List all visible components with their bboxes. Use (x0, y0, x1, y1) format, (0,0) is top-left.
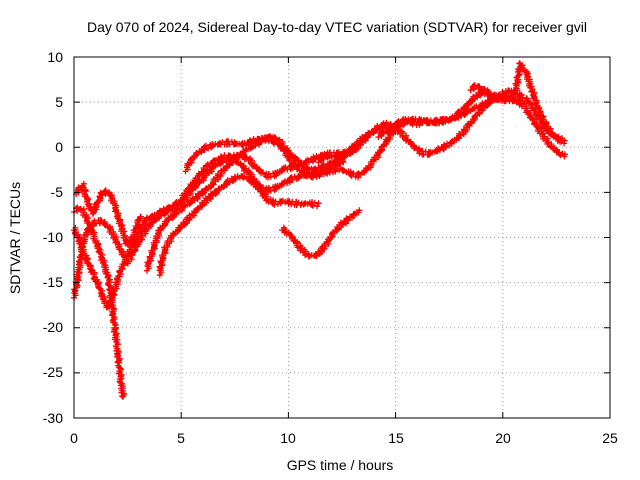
series-markers (73, 180, 144, 248)
y-tick-label: -25 (43, 364, 63, 380)
y-tick-label: -30 (43, 410, 63, 426)
y-tick-label: -20 (43, 319, 63, 335)
x-tick-label: 10 (280, 430, 296, 446)
y-tick-label: -10 (43, 229, 63, 245)
y-tick-labels: 10 5 0 -5 -10 -15 -20 -25 -30 (43, 49, 63, 426)
y-tick-label: 0 (55, 139, 63, 155)
chart-title: Day 070 of 2024, Sidereal Day-to-day VTE… (87, 19, 587, 35)
series-markers (279, 207, 363, 260)
series-track-11 (467, 60, 568, 147)
x-tick-label: 0 (70, 430, 78, 446)
series-track-2 (71, 204, 127, 400)
x-tick-labels: 0 5 10 15 20 25 (70, 430, 618, 446)
x-tick-label: 15 (388, 430, 404, 446)
y-tick-label: -5 (51, 184, 64, 200)
series-track-8 (279, 207, 363, 260)
series-track-6 (156, 173, 322, 279)
y-tick-label: 5 (55, 94, 63, 110)
series-track-4 (73, 180, 144, 248)
y-tick-label: 10 (47, 49, 63, 65)
x-axis-label: GPS time / hours (287, 457, 394, 473)
series-markers (467, 60, 568, 147)
series-track-10 (375, 94, 568, 160)
x-tick-label: 20 (495, 430, 511, 446)
x-tick-label: 25 (602, 430, 618, 446)
y-axis-label: SDTVAR / TECUs (7, 182, 23, 294)
data-series (71, 60, 568, 400)
grid-lines (74, 57, 610, 418)
series-markers (375, 94, 568, 160)
series-markers (71, 204, 127, 400)
x-tick-label: 5 (177, 430, 185, 446)
axis-ticks (73, 56, 611, 419)
series-markers (156, 173, 322, 279)
y-tick-label: -15 (43, 274, 63, 290)
